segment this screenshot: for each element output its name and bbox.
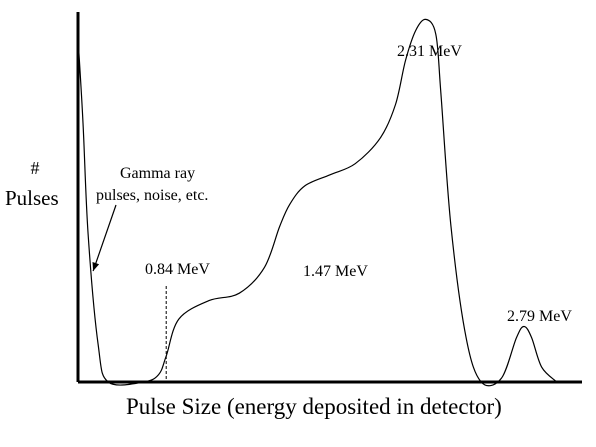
- curve-layer: [77, 18, 558, 387]
- y-axis-label: Pulses: [5, 186, 59, 210]
- series-line: [77, 18, 558, 387]
- annotation-gamma-line1: Gamma ray: [120, 165, 195, 182]
- annotation-gamma-line2: pulses, noise, etc.: [96, 187, 208, 204]
- marker-layer: [92, 204, 167, 382]
- annotation-1-47-mev: 1.47 MeV: [303, 263, 368, 280]
- annotation-arrow-head: [92, 262, 100, 271]
- annotation-arrow: [92, 204, 117, 272]
- y-axis-symbol: #: [31, 158, 40, 178]
- annotation-2-31-mev: 2.31 MeV: [397, 43, 462, 60]
- annotation-2-79-mev: 2.79 MeV: [507, 308, 572, 325]
- x-axis-label: Pulse Size (energy deposited in detector…: [126, 394, 502, 419]
- text-layer: # Pulses Pulse Size (energy deposited in…: [5, 43, 572, 419]
- annotation-0-84-mev: 0.84 MeV: [145, 261, 210, 278]
